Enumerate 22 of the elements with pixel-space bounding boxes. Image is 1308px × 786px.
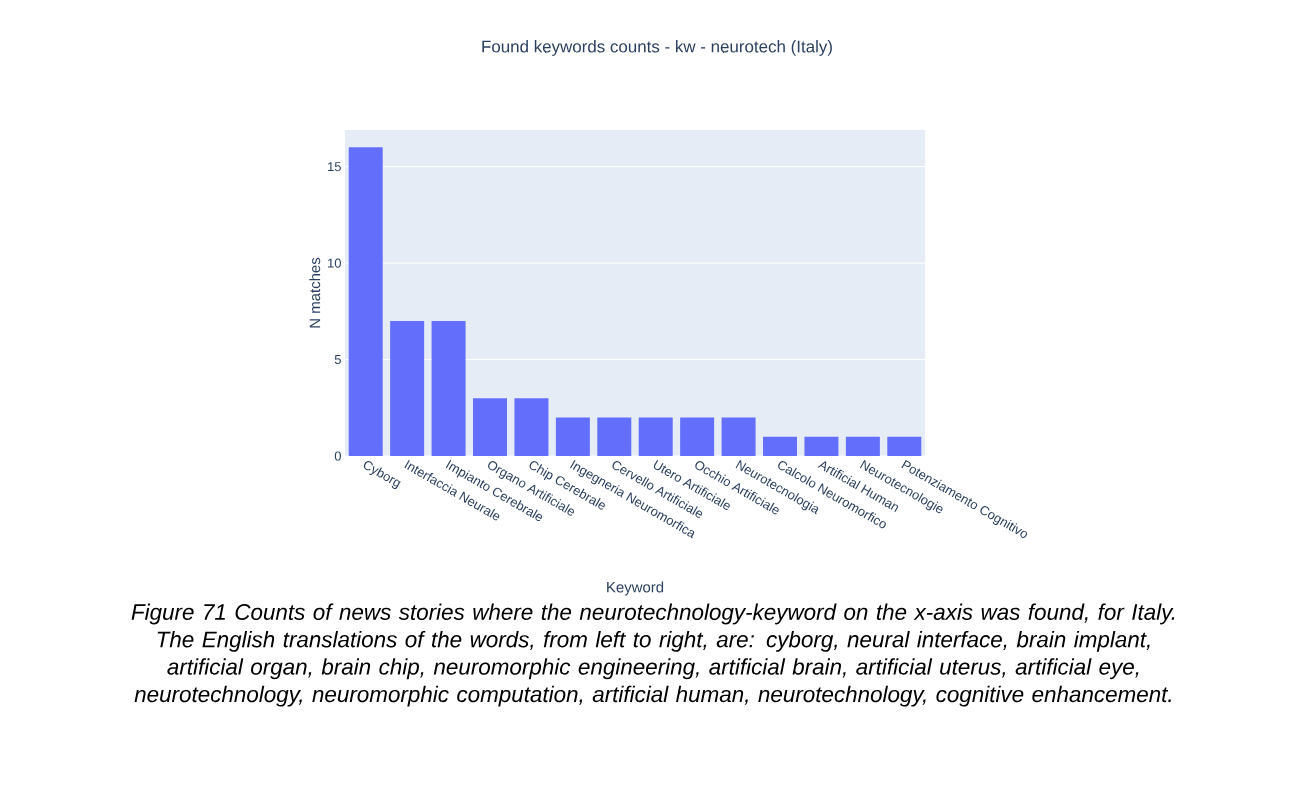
bar [597,417,632,456]
y-tick-label: 15 [328,162,341,172]
bar [804,436,839,456]
bar [473,398,507,456]
bar [887,436,922,456]
chart-title: Found keywords counts - kw - neurotech (Italy) [482,40,832,56]
bar [680,417,715,456]
bar [514,398,549,456]
y-tick-label: 0 [334,451,341,461]
text: Figure 71 Counts of news stories where the neurotechnology-keyword on the x-axis was found, for Italy. The English translations of the words, from left to right, are: cyborg, neural interface, brain implant, artificial organ, brain chip, neuromorphic engineering, artificial brain, artificial uterus, artificial eye, neurotechnology, neuromorphic computation, artificial human, neurotechnology, cognitive enhancement. [131,603,1175,707]
bar [431,320,466,456]
y-axis-title: N matches [309,257,321,328]
bar [638,417,673,456]
y-tick-label: 10 [328,258,341,268]
bar [845,436,880,456]
bar [721,417,756,456]
bar [763,436,798,456]
y-tick-label: 5 [334,355,341,365]
bar [348,147,383,456]
bar [555,417,590,456]
bar [390,320,425,456]
x-axis-title: Keyword [607,581,664,596]
